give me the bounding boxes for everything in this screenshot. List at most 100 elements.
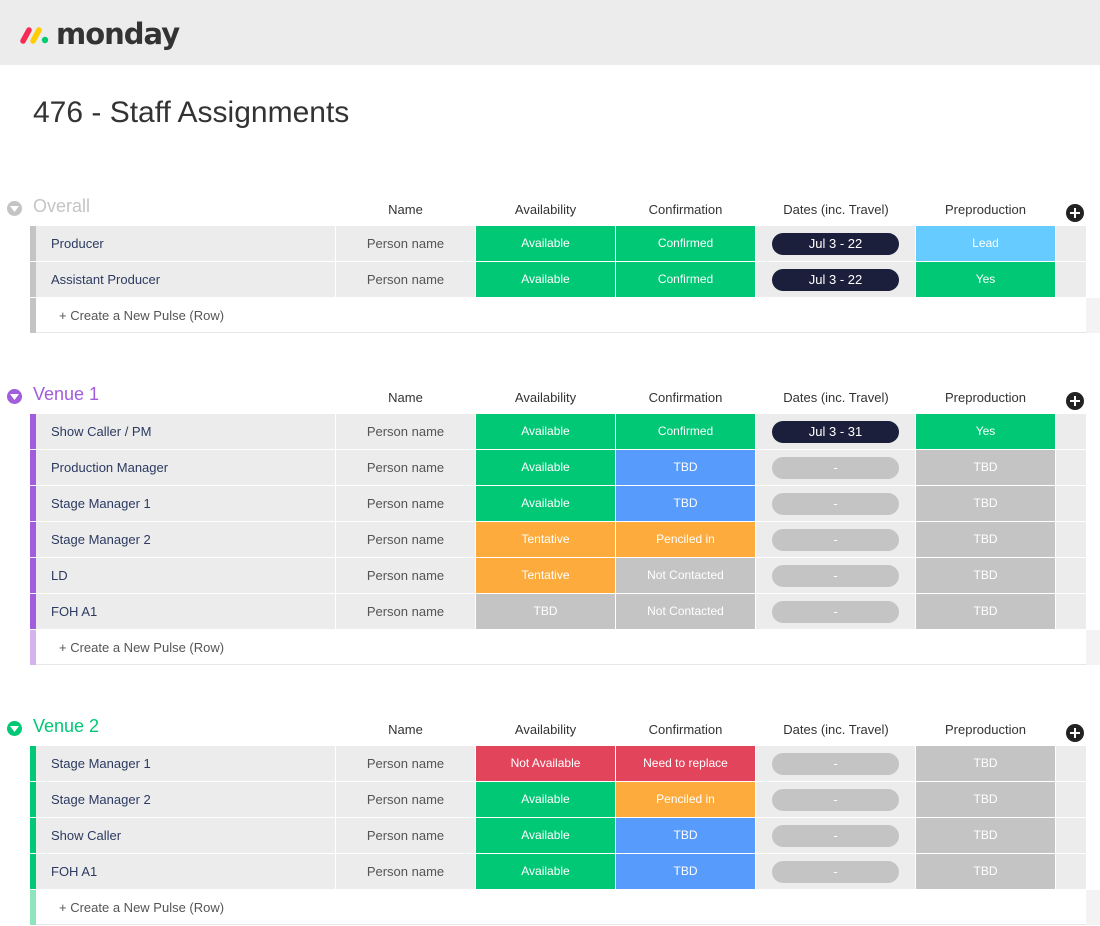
availability-status[interactable]: Available xyxy=(476,818,615,853)
confirmation-status[interactable]: Penciled in xyxy=(616,522,755,557)
preproduction-status[interactable]: TBD xyxy=(916,558,1055,593)
monday-logo[interactable]: monday xyxy=(20,14,180,54)
create-pulse-button[interactable]: + Create a New Pulse (Row) xyxy=(59,308,225,323)
availability-status[interactable]: Available xyxy=(476,262,615,297)
pulse-name[interactable]: LD xyxy=(36,558,335,593)
pulse-name[interactable]: FOH A1 xyxy=(36,594,335,629)
dates-timeline-pill[interactable]: - xyxy=(772,825,899,847)
column-header[interactable]: Preproduction xyxy=(945,722,1026,737)
availability-status[interactable]: Available xyxy=(476,486,615,521)
person-cell[interactable]: Person name xyxy=(336,782,475,817)
confirmation-status[interactable]: Not Contacted xyxy=(616,558,755,593)
person-cell[interactable]: Person name xyxy=(336,414,475,449)
column-header[interactable]: Dates (inc. Travel) xyxy=(783,390,889,405)
create-pulse-button[interactable]: + Create a New Pulse (Row) xyxy=(59,640,225,655)
confirmation-status[interactable]: TBD xyxy=(616,854,755,889)
column-header[interactable]: Preproduction xyxy=(945,390,1026,405)
pulse-name[interactable]: Producer xyxy=(36,226,335,261)
pulse-name[interactable]: Stage Manager 2 xyxy=(36,782,335,817)
person-cell[interactable]: Person name xyxy=(336,818,475,853)
confirmation-status[interactable]: Confirmed xyxy=(616,226,755,261)
dates-timeline-pill[interactable]: - xyxy=(772,601,899,623)
availability-status[interactable]: Tentative xyxy=(476,522,615,557)
dates-timeline-pill[interactable]: - xyxy=(772,457,899,479)
dates-timeline-pill[interactable]: - xyxy=(772,789,899,811)
dates-timeline-pill[interactable]: - xyxy=(772,493,899,515)
column-header[interactable]: Dates (inc. Travel) xyxy=(783,202,889,217)
column-header[interactable]: Confirmation xyxy=(648,390,723,405)
create-pulse-box[interactable] xyxy=(36,298,1087,333)
confirmation-status[interactable]: TBD xyxy=(616,450,755,485)
person-cell[interactable]: Person name xyxy=(336,558,475,593)
availability-status[interactable]: Available xyxy=(476,414,615,449)
dates-timeline-pill[interactable]: Jul 3 - 31 xyxy=(772,421,899,443)
pulse-name[interactable]: Stage Manager 1 xyxy=(36,486,335,521)
pulse-name[interactable]: Assistant Producer xyxy=(36,262,335,297)
collapse-group-button[interactable] xyxy=(7,721,22,736)
add-column-button[interactable] xyxy=(1066,724,1084,742)
confirmation-status[interactable]: Not Contacted xyxy=(616,594,755,629)
group-title[interactable]: Venue 1 xyxy=(33,384,100,404)
person-cell[interactable]: Person name xyxy=(336,854,475,889)
person-cell[interactable]: Person name xyxy=(336,522,475,557)
column-header[interactable]: Name xyxy=(388,390,423,405)
dates-timeline-pill[interactable]: Jul 3 - 22 xyxy=(772,233,899,255)
column-header[interactable]: Confirmation xyxy=(648,202,723,217)
pulse-name[interactable]: FOH A1 xyxy=(36,854,335,889)
preproduction-status[interactable]: TBD xyxy=(916,854,1055,889)
preproduction-status[interactable]: TBD xyxy=(916,594,1055,629)
preproduction-status[interactable]: TBD xyxy=(916,522,1055,557)
preproduction-status[interactable]: Lead xyxy=(916,226,1055,261)
dates-timeline-pill[interactable]: - xyxy=(772,753,899,775)
group-title[interactable]: Venue 2 xyxy=(33,716,100,736)
pulse-name[interactable]: Stage Manager 1 xyxy=(36,746,335,781)
dates-timeline-pill[interactable]: Jul 3 - 22 xyxy=(772,269,899,291)
column-header[interactable]: Name xyxy=(388,722,423,737)
create-pulse-button[interactable]: + Create a New Pulse (Row) xyxy=(59,900,225,915)
preproduction-status[interactable]: TBD xyxy=(916,450,1055,485)
person-cell[interactable]: Person name xyxy=(336,226,475,261)
confirmation-status[interactable]: TBD xyxy=(616,486,755,521)
column-header[interactable]: Availability xyxy=(514,202,577,217)
add-column-button[interactable] xyxy=(1066,392,1084,410)
confirmation-status[interactable]: Confirmed xyxy=(616,414,755,449)
collapse-group-button[interactable] xyxy=(7,201,22,216)
availability-status[interactable]: Available xyxy=(476,782,615,817)
preproduction-status[interactable]: TBD xyxy=(916,486,1055,521)
column-header[interactable]: Dates (inc. Travel) xyxy=(783,722,889,737)
availability-status[interactable]: Not Available xyxy=(476,746,615,781)
person-cell[interactable]: Person name xyxy=(336,486,475,521)
preproduction-status[interactable]: TBD xyxy=(916,818,1055,853)
column-header[interactable]: Availability xyxy=(514,390,577,405)
column-header[interactable]: Preproduction xyxy=(945,202,1026,217)
add-column-button[interactable] xyxy=(1066,204,1084,222)
pulse-name[interactable]: Stage Manager 2 xyxy=(36,522,335,557)
column-header[interactable]: Name xyxy=(388,202,423,217)
availability-status[interactable]: Available xyxy=(476,450,615,485)
preproduction-status[interactable]: Yes xyxy=(916,414,1055,449)
collapse-group-button[interactable] xyxy=(7,389,22,404)
pulse-name[interactable]: Show Caller / PM xyxy=(36,414,335,449)
dates-timeline-pill[interactable]: - xyxy=(772,861,899,883)
group-title[interactable]: Overall xyxy=(33,196,91,216)
column-header[interactable]: Availability xyxy=(514,722,577,737)
availability-status[interactable]: Available xyxy=(476,854,615,889)
confirmation-status[interactable]: Confirmed xyxy=(616,262,755,297)
availability-status[interactable]: Available xyxy=(476,226,615,261)
confirmation-status[interactable]: TBD xyxy=(616,818,755,853)
person-cell[interactable]: Person name xyxy=(336,594,475,629)
confirmation-status[interactable]: Penciled in xyxy=(616,782,755,817)
person-cell[interactable]: Person name xyxy=(336,450,475,485)
create-pulse-box[interactable] xyxy=(36,630,1087,665)
person-cell[interactable]: Person name xyxy=(336,262,475,297)
dates-timeline-pill[interactable]: - xyxy=(772,565,899,587)
availability-status[interactable]: TBD xyxy=(476,594,615,629)
preproduction-status[interactable]: TBD xyxy=(916,746,1055,781)
pulse-name[interactable]: Show Caller xyxy=(36,818,335,853)
pulse-name[interactable]: Production Manager xyxy=(36,450,335,485)
preproduction-status[interactable]: Yes xyxy=(916,262,1055,297)
person-cell[interactable]: Person name xyxy=(336,746,475,781)
preproduction-status[interactable]: TBD xyxy=(916,782,1055,817)
confirmation-status[interactable]: Need to replace xyxy=(616,746,755,781)
availability-status[interactable]: Tentative xyxy=(476,558,615,593)
